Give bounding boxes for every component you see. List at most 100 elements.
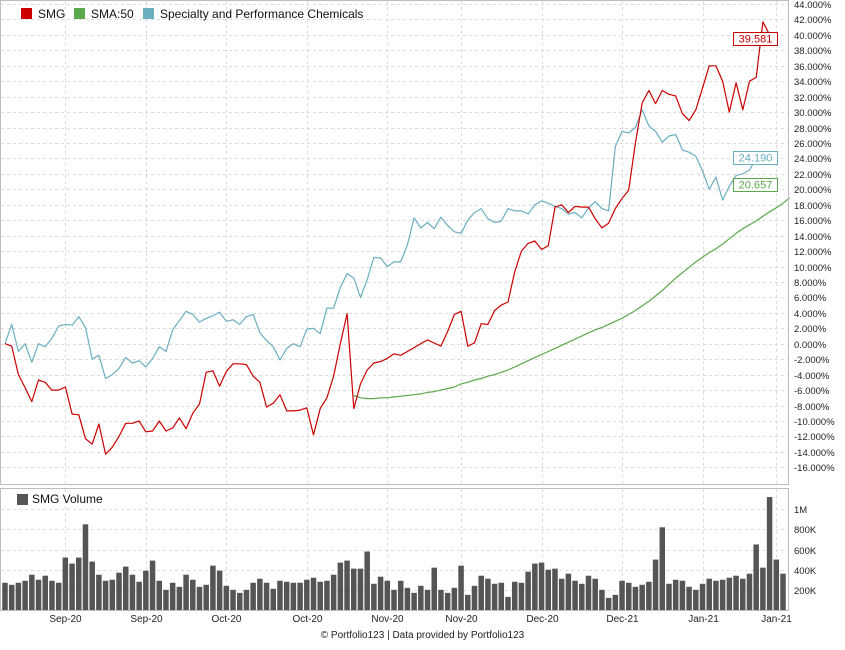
price-y-tick-label: 34.000%: [794, 77, 832, 88]
volume-bar: [639, 584, 645, 610]
volume-bar: [780, 573, 786, 610]
volume-bar: [89, 561, 95, 610]
volume-bar: [371, 583, 377, 610]
volume-bar: [29, 574, 35, 610]
price-y-tick-label: 8.000%: [794, 278, 827, 289]
volume-bar: [552, 568, 558, 610]
flag-box: [733, 151, 778, 165]
volume-bar: [525, 571, 531, 610]
price-y-tick-label: 44.000%: [794, 0, 832, 11]
volume-bar: [652, 559, 659, 610]
flag-label: 39.581: [739, 34, 773, 46]
volume-bar: [619, 580, 625, 610]
volume-bar: [391, 589, 397, 610]
volume-bar: [122, 566, 129, 610]
price-y-tick-label: 36.000%: [794, 62, 832, 73]
volume-bar: [8, 584, 15, 610]
flag-box: [733, 178, 778, 192]
x-tick-label: Oct-20: [211, 614, 241, 625]
volume-bar: [465, 594, 471, 610]
volume-bar: [458, 565, 464, 610]
price-y-tick-label: -8.000%: [794, 402, 830, 413]
volume-bar: [49, 580, 55, 610]
volume-bar: [15, 582, 22, 610]
volume-bar: [216, 570, 223, 610]
volume-bar: [190, 579, 196, 610]
volume-y-tick-label: 400K: [794, 566, 817, 577]
volume-bar: [223, 585, 230, 610]
volume-bar: [625, 582, 632, 610]
volume-bar: [183, 574, 189, 610]
price-y-tick-label: -16.000%: [794, 463, 835, 474]
price-y-tick-label: 24.000%: [794, 154, 832, 165]
x-tick-label: Sep-20: [130, 614, 163, 625]
volume-bar: [35, 579, 42, 610]
volume-bar: [438, 589, 444, 610]
volume-y-tick-label: 600K: [794, 546, 817, 557]
price-y-tick-label: 0.000%: [794, 340, 827, 351]
volume-bar: [176, 586, 183, 610]
volume-bar: [693, 589, 699, 610]
volume-bar: [203, 584, 209, 610]
price-y-tick-label: 20.000%: [794, 185, 832, 196]
volume-bar: [357, 568, 364, 610]
price-y-tick-label: -6.000%: [794, 386, 830, 397]
volume-bar: [351, 568, 357, 610]
volume-bar: [96, 574, 102, 610]
volume-bar: [236, 592, 243, 610]
price-y-tick-label: 2.000%: [794, 324, 827, 335]
legend-item-volume[interactable]: SMG Volume: [17, 492, 103, 506]
legend-label-smg: SMG: [38, 7, 65, 21]
price-y-tick-label: 10.000%: [794, 263, 832, 274]
volume-y-tick-label: 1M: [794, 505, 807, 516]
price-y-tick-label: 16.000%: [794, 216, 832, 227]
x-tick-label: Jan-21: [761, 614, 792, 625]
volume-bar: [713, 580, 719, 610]
volume-bar: [136, 581, 142, 610]
volume-bar: [304, 579, 310, 610]
price-y-tick-label: 12.000%: [794, 247, 832, 258]
volume-bar: [659, 527, 666, 610]
volume-bar: [699, 583, 706, 610]
volume-bar: [62, 557, 69, 610]
volume-bar: [297, 582, 303, 610]
price-lines: [4, 21, 791, 455]
volume-bar: [330, 574, 337, 610]
volume-bar: [163, 589, 169, 610]
volume-bar: [498, 582, 505, 610]
volume-bar: [169, 582, 176, 610]
legend-item-sector[interactable]: Specialty and Performance Chemicals: [143, 7, 363, 21]
volume-bar: [511, 581, 518, 610]
price-y-tick-label: -10.000%: [794, 417, 835, 428]
last-value-flag-smg: 39.581: [733, 32, 778, 46]
legend-swatch-smg: [21, 8, 32, 19]
volume-bar: [505, 596, 511, 610]
volume-bar: [766, 497, 773, 610]
price-y-tick-label: 42.000%: [794, 15, 832, 26]
volume-bar: [679, 580, 686, 610]
legend-item-sma[interactable]: SMA:50: [74, 7, 134, 21]
volume-bar: [230, 589, 236, 610]
volume-bar: [518, 582, 525, 610]
volume-bar: [196, 586, 203, 610]
volume-bar: [733, 575, 739, 610]
price-y-tick-label: 38.000%: [794, 46, 832, 57]
volume-bar: [22, 580, 28, 610]
volume-bar: [612, 594, 619, 610]
volume-bar: [270, 588, 277, 610]
x-tick-label: Nov-20: [371, 614, 404, 625]
x-axis: Sep-20 Sep-20 Oct-20 Oct-20 Nov-20 Nov-20 Dec-…: [49, 614, 792, 625]
volume-bar: [156, 580, 163, 610]
price-y-tick-label: -14.000%: [794, 448, 835, 459]
volume-bar: [706, 578, 712, 610]
volume-bar: [753, 544, 759, 610]
legend-label-sector: Specialty and Performance Chemicals: [160, 7, 363, 21]
volume-bar: [451, 587, 458, 610]
volume-bar: [250, 582, 256, 610]
volume-bar: [210, 565, 216, 610]
legend-item-smg[interactable]: SMG: [21, 7, 65, 21]
last-value-flag-sector: 24.190: [733, 151, 778, 165]
volume-bar: [444, 592, 451, 610]
volume-bar: [129, 574, 136, 610]
